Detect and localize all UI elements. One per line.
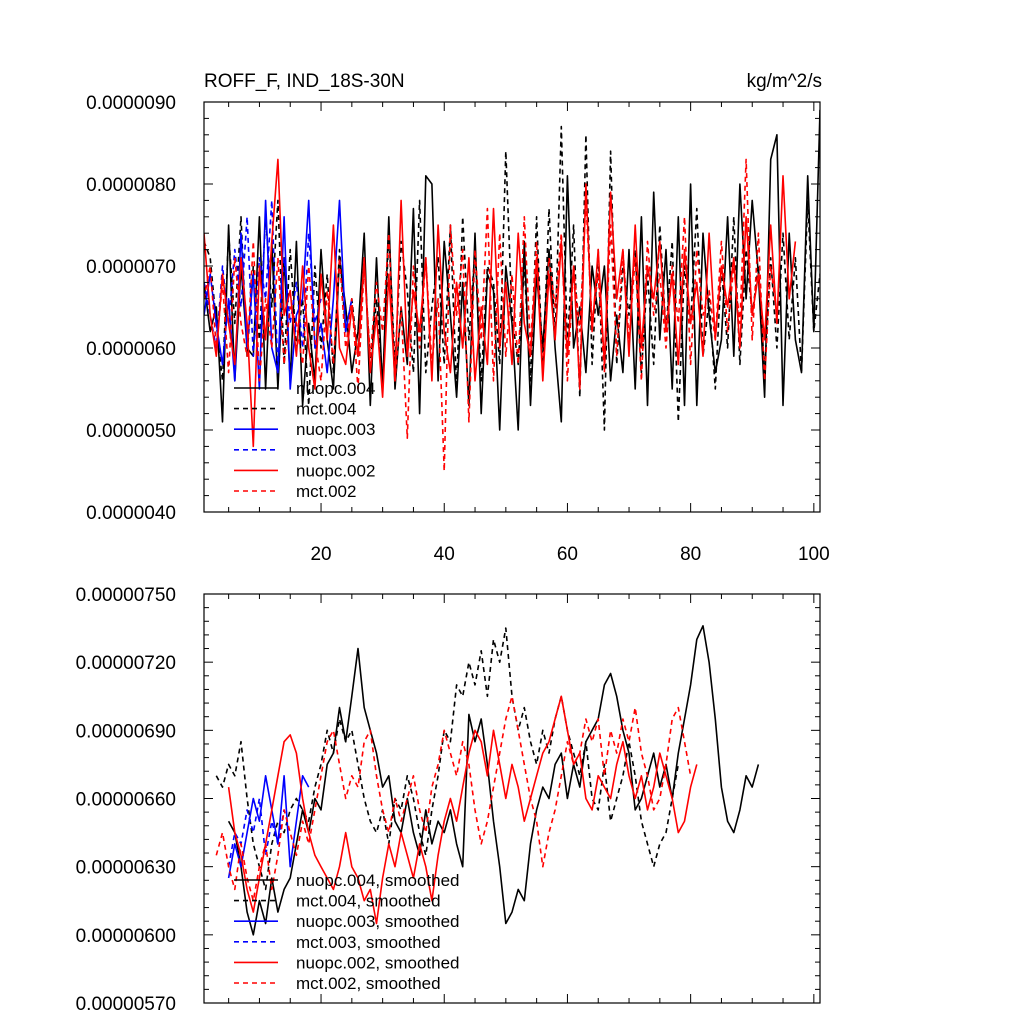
series-line-nuopc-002 (204, 158, 797, 448)
y-tick-label: 0.00000720 (76, 653, 176, 674)
legend-label: mct.003, smoothed (296, 933, 441, 952)
legend-label: nuopc.004 (296, 379, 375, 398)
series-line-nuopc-002-smoothed (227, 695, 698, 925)
legend-label: mct.003 (296, 441, 356, 460)
chart-title-units: kg/m^2/s (747, 71, 822, 92)
series-line-mct-004 (204, 125, 820, 431)
bottom-chart-panel: 0.00000570 0.00000600 0.00000630 0.00000660… (76, 585, 821, 1015)
x-tick-label: 20 (310, 544, 331, 565)
legend-label: nuopc.004, smoothed (296, 871, 460, 890)
series-line-mct-004-smoothed (215, 627, 680, 891)
legend-label: nuopc.003, smoothed (296, 912, 460, 931)
y-tick-label: 0.00000660 (76, 790, 176, 811)
x-tick-label: 40 (434, 544, 455, 565)
y-tick-label: 0.0000050 (86, 421, 176, 442)
legend-label: mct.004, smoothed (296, 892, 441, 911)
plot-frame (203, 101, 821, 513)
series-line-mct-003 (204, 199, 322, 374)
legend-label: mct.002, smoothed (296, 974, 441, 993)
y-tick-label: 0.00000570 (76, 994, 176, 1015)
y-tick-label: 0.0000060 (86, 339, 176, 360)
y-tick-label: 0.00000600 (76, 926, 176, 947)
x-tick-label: 80 (680, 544, 701, 565)
series-line-nuopc-004 (204, 109, 820, 431)
series-line-nuopc-003 (204, 199, 353, 390)
y-tick-label: 0.00000690 (76, 721, 176, 742)
y-tick-label: 0.0000080 (86, 175, 176, 196)
y-tick-label: 0.0000090 (86, 93, 176, 114)
legend-label: mct.004 (296, 400, 356, 419)
top-chart-panel: ROFF_F, IND_18S-30N kg/m^2/s 0.0000040 0.… (86, 71, 830, 565)
x-tick-label: 100 (798, 544, 830, 565)
legend-label: nuopc.003 (296, 420, 375, 439)
series-line-mct-003-smoothed (227, 797, 285, 867)
series-group (204, 109, 820, 472)
y-tick-label: 0.0000070 (86, 257, 176, 278)
legend-label: mct.002 (296, 482, 356, 501)
x-tick-label: 60 (557, 544, 578, 565)
legend-label: nuopc.002 (296, 461, 375, 480)
series-line-mct-002-smoothed (215, 695, 692, 902)
chart-title-left: ROFF_F, IND_18S-30N (204, 71, 405, 92)
y-tick-label: 0.00000630 (76, 858, 176, 879)
y-tick-label: 0.0000040 (86, 503, 176, 524)
legend-label: nuopc.002, smoothed (296, 953, 460, 972)
y-tick-label: 0.00000750 (76, 585, 176, 606)
series-line-mct-002 (204, 158, 778, 472)
series-group (215, 624, 760, 936)
